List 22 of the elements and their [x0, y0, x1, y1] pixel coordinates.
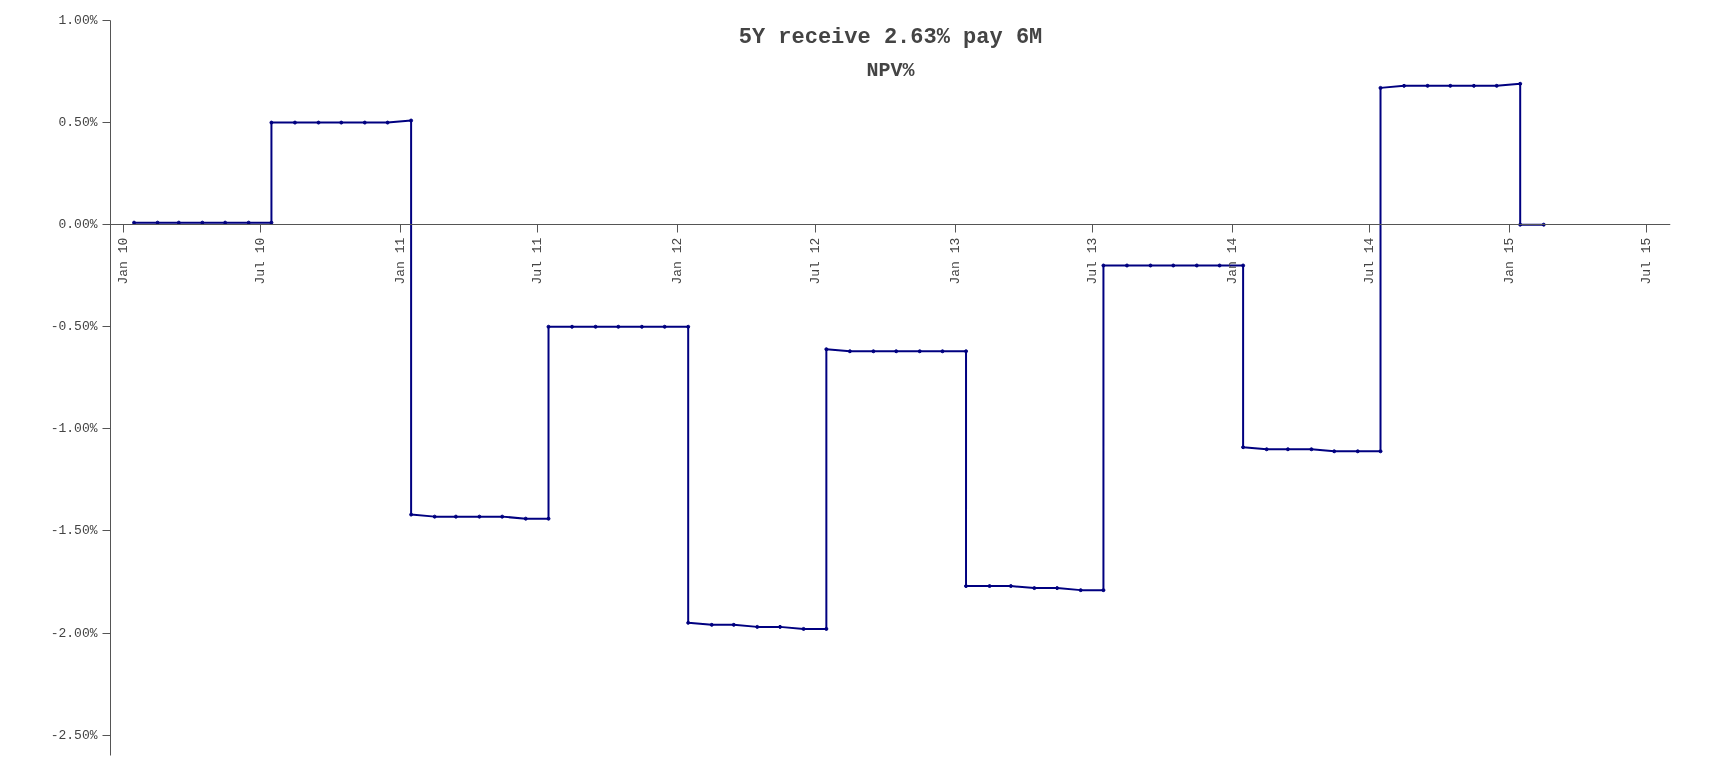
x-tick-label: Jul 10: [253, 237, 269, 285]
x-tick-label: Jan 10: [115, 237, 131, 285]
x-tick-label: Jul 15: [1639, 237, 1655, 285]
x-tick-label: Jan 13: [947, 237, 963, 285]
x-tick-label: Jul 14: [1362, 237, 1378, 285]
x-tick-label: Jul 12: [808, 237, 824, 285]
y-tick-label: -0.50%: [50, 319, 98, 335]
text: NPV%: [866, 58, 916, 82]
x-tick-label: Jul 11: [530, 237, 546, 285]
x-tick-label: Jul 13: [1085, 237, 1101, 285]
y-tick-label: -1.00%: [50, 421, 98, 437]
chart-title: 5Y receive 2.63% pay 6M: [738, 24, 1043, 50]
x-tick-label: Jan 14: [1224, 237, 1240, 285]
y-tick-label: -2.00%: [50, 625, 98, 641]
y-tick-label: 0.50%: [58, 115, 98, 131]
y-tick-label: 1.00%: [58, 13, 98, 28]
x-tick-label: Jan 12: [670, 237, 686, 285]
x-tick-label: Jan 11: [392, 237, 408, 285]
y-tick-label: -1.50%: [50, 523, 98, 539]
y-tick-label: 0.00%: [58, 217, 98, 233]
y-tick-label: -2.50%: [50, 727, 98, 743]
x-tick-label: Jan 15: [1502, 237, 1518, 285]
